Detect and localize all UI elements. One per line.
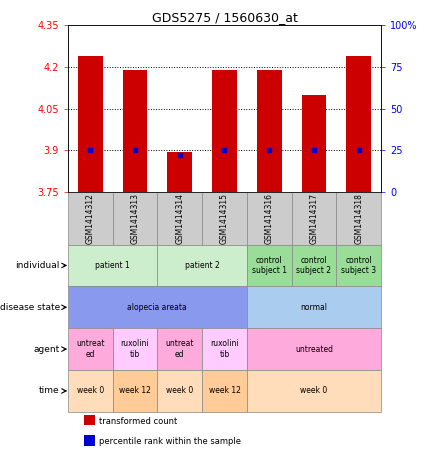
Text: GSM1414315: GSM1414315 [220, 193, 229, 244]
Bar [157, 328, 202, 370]
Text: ruxolini
tib: ruxolini tib [210, 339, 239, 359]
Bar [247, 286, 381, 328]
Bar [68, 192, 113, 245]
Text: week 0: week 0 [300, 386, 328, 395]
Bar [212, 70, 237, 192]
Bar [336, 192, 381, 245]
Text: GSM1414318: GSM1414318 [354, 193, 363, 244]
Bar [167, 152, 192, 192]
Bar [78, 56, 102, 192]
Bar [292, 245, 336, 286]
Bar [247, 192, 292, 245]
Text: time: time [39, 386, 60, 395]
Bar [247, 328, 381, 370]
Bar [123, 70, 147, 192]
Text: week 0: week 0 [166, 386, 193, 395]
Text: patient 2: patient 2 [185, 261, 219, 270]
Bar [247, 370, 381, 412]
Text: GSM1414317: GSM1414317 [310, 193, 318, 244]
Bar [157, 370, 202, 412]
Text: disease state: disease state [0, 303, 60, 312]
Text: patient 1: patient 1 [95, 261, 130, 270]
Text: transformed count: transformed count [99, 416, 177, 425]
Bar [68, 245, 157, 286]
Bar [68, 370, 113, 412]
Text: alopecia areata: alopecia areata [127, 303, 187, 312]
Bar [292, 192, 336, 245]
Bar [113, 192, 157, 245]
Text: week 12: week 12 [208, 386, 240, 395]
Bar [202, 370, 247, 412]
Title: GDS5275 / 1560630_at: GDS5275 / 1560630_at [152, 11, 297, 24]
Bar [302, 95, 326, 192]
Text: untreat
ed: untreat ed [76, 339, 105, 359]
Text: control
subject 1: control subject 1 [252, 256, 287, 275]
Text: GSM1414313: GSM1414313 [131, 193, 139, 244]
Bar [68, 286, 247, 328]
Bar [336, 245, 381, 286]
Bar [202, 328, 247, 370]
Text: normal: normal [300, 303, 328, 312]
Bar [257, 70, 282, 192]
Text: control
subject 2: control subject 2 [297, 256, 332, 275]
Bar [247, 245, 292, 286]
Bar [157, 192, 202, 245]
Bar [202, 192, 247, 245]
Text: untreat
ed: untreat ed [166, 339, 194, 359]
Text: GSM1414312: GSM1414312 [86, 193, 95, 244]
Bar [113, 370, 157, 412]
Text: individual: individual [15, 261, 60, 270]
Text: ruxolini
tib: ruxolini tib [121, 339, 149, 359]
Text: percentile rank within the sample: percentile rank within the sample [99, 437, 241, 446]
Bar [346, 56, 371, 192]
Bar [68, 328, 113, 370]
Text: untreated: untreated [295, 345, 333, 354]
Bar [84, 415, 95, 425]
Text: agent: agent [34, 345, 60, 354]
Bar [84, 435, 95, 446]
Bar [157, 245, 247, 286]
Bar [113, 328, 157, 370]
Text: week 0: week 0 [77, 386, 104, 395]
Text: GSM1414314: GSM1414314 [175, 193, 184, 244]
Text: GSM1414316: GSM1414316 [265, 193, 274, 244]
Text: week 12: week 12 [119, 386, 151, 395]
Text: control
subject 3: control subject 3 [341, 256, 376, 275]
